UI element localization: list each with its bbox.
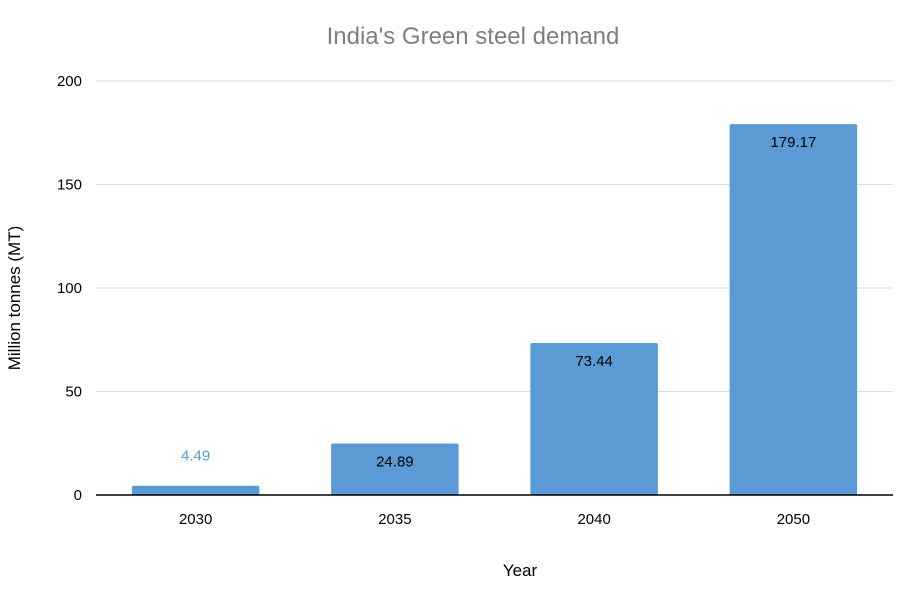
- data-labels: 4.49 24.89 73.44 179.17: [181, 134, 816, 470]
- x-axis-ticks: 2030 2035 2040 2050: [179, 511, 810, 528]
- bar-2030: [131, 485, 260, 495]
- y-axis-title: Million tonnes (MT): [5, 226, 24, 371]
- data-label-2030: 4.49: [181, 448, 210, 465]
- y-tick-label: 200: [57, 73, 82, 90]
- x-axis-title: Year: [503, 561, 538, 580]
- x-tick-label-2040: 2040: [577, 511, 610, 528]
- data-label-2035: 24.89: [376, 453, 414, 470]
- x-tick-label-2030: 2030: [179, 511, 212, 528]
- data-label-2050: 179.17: [770, 134, 816, 151]
- x-tick-label-2035: 2035: [378, 511, 411, 528]
- y-tick-label: 100: [57, 280, 82, 297]
- bar-2040: [530, 342, 658, 495]
- chart-title: India's Green steel demand: [327, 23, 620, 50]
- data-label-2040: 73.44: [575, 353, 613, 370]
- bar-2050: [729, 124, 858, 495]
- y-tick-label: 50: [65, 384, 82, 401]
- y-tick-label: 0: [74, 487, 82, 504]
- bars: [131, 124, 858, 495]
- bar-2035: [331, 443, 459, 495]
- y-axis-ticks: 0 50 100 150 200: [57, 73, 82, 504]
- x-tick-label-2050: 2050: [777, 511, 810, 528]
- y-tick-label: 150: [57, 177, 82, 194]
